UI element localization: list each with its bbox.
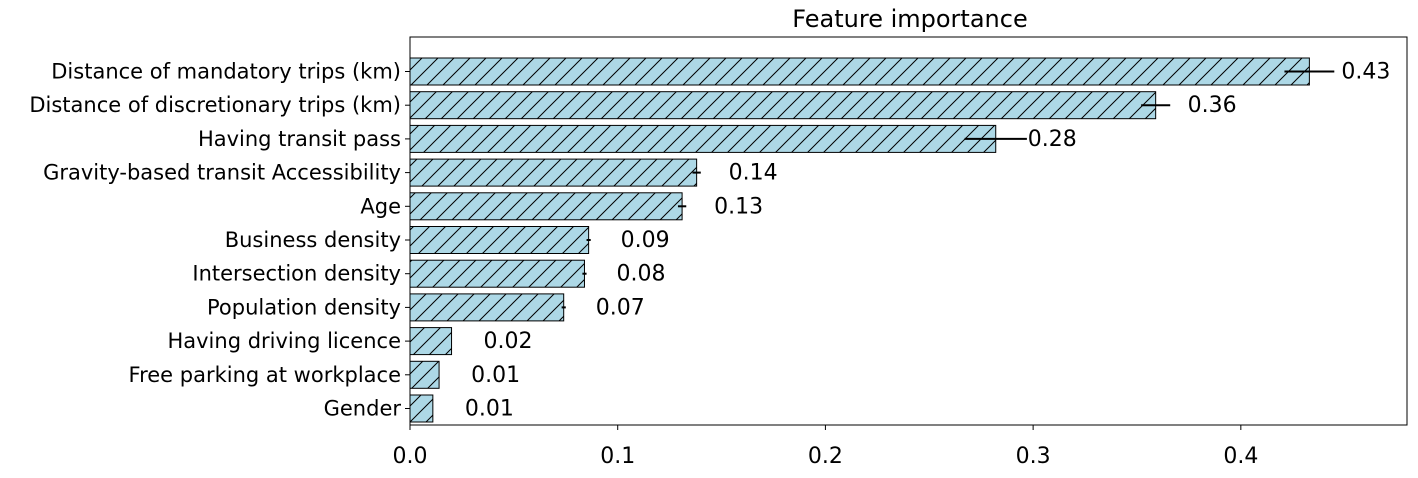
value-label-intersection-density: 0.08 [616,262,665,287]
value-label-free-parking-at-workplace: 0.01 [471,363,520,388]
y-tick-label: Having driving licence [167,329,401,353]
bars-layer: 0.43 0.36 0.28 0.14 0.13 0.09 0.08 0.07 0.02 0.01… [409,57,1390,423]
bar-gender [409,394,434,423]
value-label-business-density: 0.09 [621,228,670,253]
y-tick-label: Intersection density [192,262,401,286]
bar-population-density [409,293,565,322]
y-tick-label: Gravity-based transit Accessibility [43,161,401,185]
y-tick-label: Having transit pass [198,127,401,151]
bar-gravity-based-transit-accessibility [409,158,698,187]
bar-distance-of-mandatory-trips-km [409,57,1310,86]
x-tick-label: 0.3 [1016,444,1051,469]
axes-frame [409,36,1408,426]
bar-distance-of-discretionary-trips-km [409,91,1157,120]
bar-having-driving-licence [409,327,453,356]
bar-intersection-density [409,259,585,288]
y-tick-label: Population density [207,295,401,319]
bar-having-transit-pass [409,124,997,153]
bar-age [409,192,683,221]
value-label-age: 0.13 [714,194,763,219]
y-axis: Distance of mandatory trips (km) Distance… [29,60,410,421]
y-tick-label: Free parking at workplace [129,363,401,387]
chart-title: Feature importance [792,5,1027,33]
x-tick-label: 0.4 [1223,444,1258,469]
y-tick-label: Distance of discretionary trips (km) [29,93,401,117]
y-tick-label: Distance of mandatory trips (km) [51,60,401,84]
x-tick-label: 0.1 [600,444,635,469]
x-tick-label: 0.2 [808,444,843,469]
y-tick-label: Gender [324,397,402,421]
x-axis: 0.0 0.1 0.2 0.3 0.4 [393,425,1258,469]
bar-business-density [409,226,590,254]
value-label-having-driving-licence: 0.02 [484,329,533,354]
x-tick-label: 0.0 [393,444,428,469]
value-label-population-density: 0.07 [596,295,645,320]
value-label-gravity-based-transit-accessibility: 0.14 [729,161,778,186]
value-label-having-transit-pass: 0.28 [1028,127,1077,152]
y-tick-label: Age [360,194,401,218]
value-label-gender: 0.01 [465,397,514,422]
value-label-distance-of-mandatory-trips-km: 0.43 [1341,60,1390,85]
value-label-distance-of-discretionary-trips-km: 0.36 [1188,93,1237,118]
bar-free-parking-at-workplace [409,360,440,389]
y-tick-label: Business density [225,228,401,252]
